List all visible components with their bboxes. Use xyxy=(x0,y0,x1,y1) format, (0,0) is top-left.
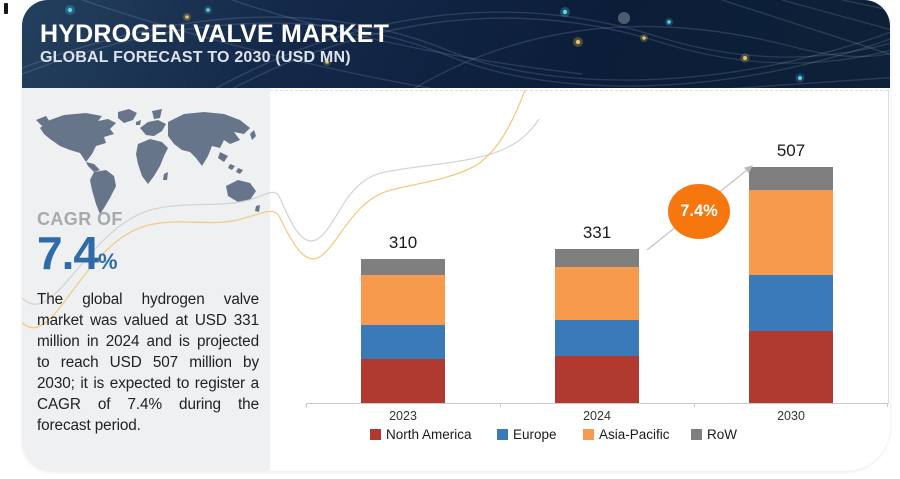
legend-item-row: RoW xyxy=(691,427,737,442)
bar-segment-europe xyxy=(555,320,639,357)
bar-segment-north-america xyxy=(749,330,833,403)
bar-segment-north-america xyxy=(555,356,639,403)
cagr-unit: % xyxy=(97,249,118,274)
bar-segment-asia-pacific xyxy=(361,275,445,325)
stacked-bar-2030 xyxy=(749,166,833,403)
content-body: CAGR OF 7.4% The global hydrogen valve m… xyxy=(22,88,890,471)
stacked-bar-2024 xyxy=(555,248,639,403)
legend-item-north-america: North America xyxy=(370,427,472,442)
infographic-card: HYDROGEN VALVE MARKET GLOBAL FORECAST TO… xyxy=(22,0,890,471)
axis-tick xyxy=(306,403,307,407)
stacked-bar-plot: 310 331 507 xyxy=(306,90,889,407)
legend-swatch xyxy=(497,429,508,440)
chart-area: 310 331 507 2023 2024 2030 North America Euro… xyxy=(270,88,890,471)
axis-tick xyxy=(500,403,501,407)
page-subtitle: GLOBAL FORECAST TO 2030 (USD MN) xyxy=(40,49,351,67)
plot-top-border xyxy=(270,90,888,91)
x-axis-label-2024: 2024 xyxy=(583,409,611,423)
network-arcs-decoration xyxy=(22,0,890,88)
x-axis-label-2023: 2023 xyxy=(389,409,417,423)
legend-swatch xyxy=(370,429,381,440)
legend-label: Europe xyxy=(513,427,557,442)
legend-label: North America xyxy=(386,427,472,442)
cagr-value-row: 7.4% xyxy=(37,230,123,276)
x-axis-label-2030: 2030 xyxy=(777,409,805,423)
page-edge-mark xyxy=(4,3,8,14)
legend-swatch xyxy=(691,429,702,440)
bar-segment-asia-pacific xyxy=(555,266,639,321)
bar-segment-row xyxy=(555,248,639,267)
bar-segment-north-america xyxy=(361,358,445,403)
stacked-bar-2023 xyxy=(361,258,445,403)
summary-sidebar: CAGR OF 7.4% The global hydrogen valve m… xyxy=(22,88,270,471)
page-title: HYDROGEN VALVE MARKET xyxy=(40,20,390,48)
bar-segment-europe xyxy=(749,275,833,331)
bar-segment-europe xyxy=(361,324,445,359)
axis-tick xyxy=(694,403,695,407)
market-summary-text: The global hydrogen valve market was val… xyxy=(37,291,259,434)
legend-label: Asia-Pacific xyxy=(599,427,670,442)
legend-swatch xyxy=(583,429,594,440)
axis-tick xyxy=(887,403,888,407)
bar-segment-asia-pacific xyxy=(749,190,833,276)
legend-label: RoW xyxy=(707,427,737,442)
world-map-graphic xyxy=(36,109,260,214)
bar-total-label: 507 xyxy=(776,141,806,160)
bar-segment-row xyxy=(749,166,833,191)
title-block: HYDROGEN VALVE MARKET GLOBAL FORECAST TO… xyxy=(40,21,389,67)
cagr-badge: 7.4% xyxy=(668,184,730,239)
legend-item-europe: Europe xyxy=(497,427,557,442)
cagr-value: 7.4 xyxy=(37,227,99,279)
legend-item-asia-pacific: Asia-Pacific xyxy=(583,427,670,442)
bar-segment-row xyxy=(361,258,445,276)
bar-total-label: 331 xyxy=(582,222,612,242)
header-banner: HYDROGEN VALVE MARKET GLOBAL FORECAST TO… xyxy=(22,0,890,88)
cagr-callout: CAGR OF 7.4% xyxy=(37,209,123,276)
bar-total-label: 310 xyxy=(388,232,418,252)
